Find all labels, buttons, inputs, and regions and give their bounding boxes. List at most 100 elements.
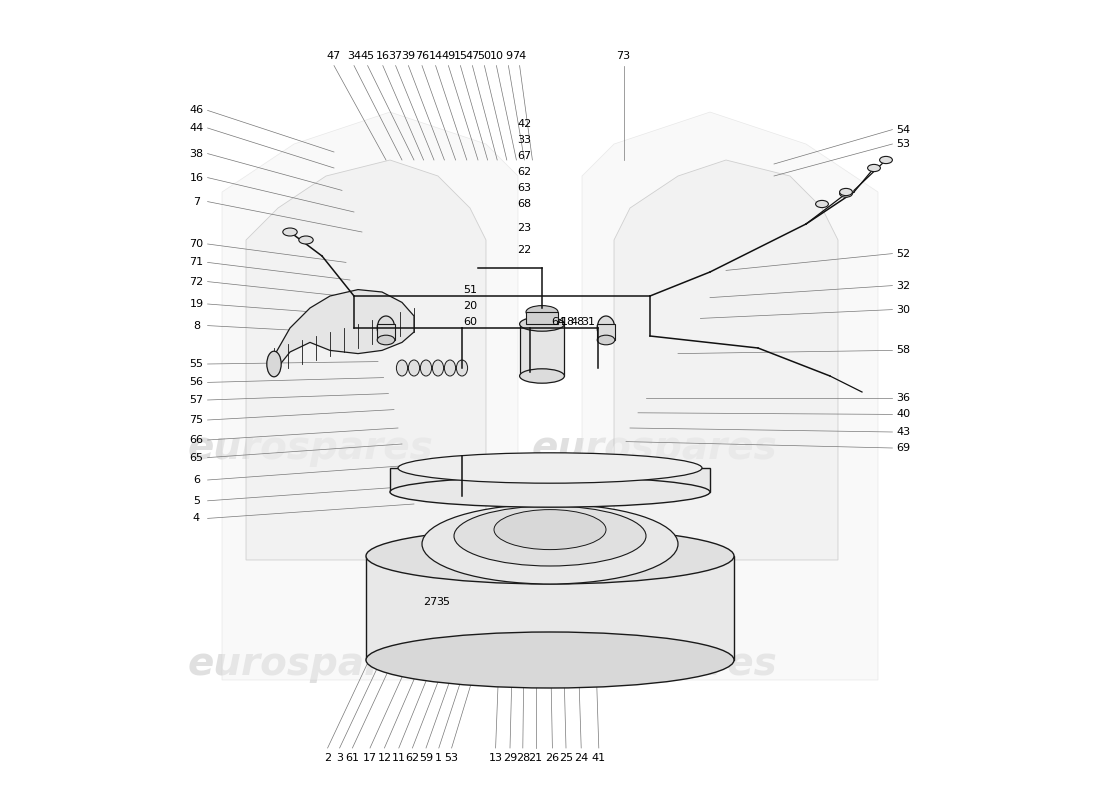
Text: 58: 58 bbox=[896, 346, 911, 355]
Text: 56: 56 bbox=[189, 378, 204, 387]
Text: 57: 57 bbox=[189, 395, 204, 405]
Text: 28: 28 bbox=[516, 754, 530, 763]
Ellipse shape bbox=[396, 360, 408, 376]
Text: 51: 51 bbox=[463, 285, 477, 294]
Text: 53: 53 bbox=[896, 139, 911, 149]
Ellipse shape bbox=[390, 477, 710, 507]
Text: 19: 19 bbox=[189, 299, 204, 309]
Text: 45: 45 bbox=[361, 51, 375, 61]
Text: 73: 73 bbox=[616, 51, 630, 61]
Text: 75: 75 bbox=[189, 415, 204, 425]
Text: 64: 64 bbox=[551, 317, 565, 326]
Text: 16: 16 bbox=[376, 51, 389, 61]
Ellipse shape bbox=[519, 317, 564, 331]
Text: 33: 33 bbox=[517, 135, 531, 145]
Text: 32: 32 bbox=[896, 281, 911, 290]
Text: 66: 66 bbox=[189, 435, 204, 445]
Text: 35: 35 bbox=[437, 597, 451, 606]
Ellipse shape bbox=[519, 369, 564, 383]
Text: 50: 50 bbox=[477, 51, 492, 61]
Text: 38: 38 bbox=[189, 149, 204, 158]
Text: 13: 13 bbox=[488, 754, 503, 763]
Ellipse shape bbox=[377, 335, 395, 345]
Text: 54: 54 bbox=[896, 125, 911, 134]
Text: 41: 41 bbox=[592, 754, 606, 763]
Text: 1: 1 bbox=[436, 754, 442, 763]
Text: 34: 34 bbox=[346, 51, 361, 61]
Text: 63: 63 bbox=[517, 183, 531, 193]
Text: 12: 12 bbox=[377, 754, 392, 763]
Bar bbox=[377, 324, 395, 340]
Polygon shape bbox=[274, 290, 414, 372]
Ellipse shape bbox=[839, 190, 853, 198]
Text: 72: 72 bbox=[189, 277, 204, 286]
Text: 7: 7 bbox=[192, 197, 200, 206]
Text: 30: 30 bbox=[896, 305, 911, 314]
Ellipse shape bbox=[432, 360, 443, 376]
Text: 60: 60 bbox=[463, 317, 477, 326]
Text: 3: 3 bbox=[337, 754, 343, 763]
Ellipse shape bbox=[880, 157, 892, 164]
Text: 69: 69 bbox=[896, 443, 911, 453]
Text: 2: 2 bbox=[324, 754, 331, 763]
Text: 39: 39 bbox=[402, 51, 416, 61]
Bar bbox=[597, 324, 615, 340]
Text: 29: 29 bbox=[503, 754, 517, 763]
Ellipse shape bbox=[422, 504, 678, 584]
Text: eurospares: eurospares bbox=[531, 645, 777, 683]
Text: 71: 71 bbox=[189, 258, 204, 267]
Text: 62: 62 bbox=[517, 167, 531, 177]
Text: 10: 10 bbox=[490, 51, 504, 61]
Ellipse shape bbox=[868, 164, 880, 172]
Text: 49: 49 bbox=[441, 51, 455, 61]
Text: 46: 46 bbox=[189, 106, 204, 115]
Text: 15: 15 bbox=[453, 51, 468, 61]
Text: 61: 61 bbox=[345, 754, 360, 763]
Ellipse shape bbox=[597, 335, 615, 345]
Bar bbox=[366, 556, 734, 660]
Text: 68: 68 bbox=[517, 199, 531, 209]
Ellipse shape bbox=[366, 632, 734, 688]
Text: 8: 8 bbox=[192, 321, 200, 330]
Text: 65: 65 bbox=[189, 453, 204, 462]
Polygon shape bbox=[582, 112, 878, 680]
Text: 24: 24 bbox=[574, 754, 589, 763]
Text: 26: 26 bbox=[546, 754, 560, 763]
Text: 52: 52 bbox=[896, 249, 911, 258]
Text: 74: 74 bbox=[513, 51, 527, 61]
Ellipse shape bbox=[408, 360, 419, 376]
Ellipse shape bbox=[454, 506, 646, 566]
Text: 67: 67 bbox=[517, 151, 531, 161]
Text: 55: 55 bbox=[189, 359, 204, 369]
Text: eurospares: eurospares bbox=[187, 429, 433, 467]
Ellipse shape bbox=[299, 236, 314, 244]
Text: 9: 9 bbox=[505, 51, 512, 61]
Text: 4: 4 bbox=[192, 514, 200, 523]
Text: 37: 37 bbox=[388, 51, 403, 61]
Text: 25: 25 bbox=[559, 754, 573, 763]
Ellipse shape bbox=[420, 360, 431, 376]
Ellipse shape bbox=[377, 316, 395, 340]
Polygon shape bbox=[222, 112, 518, 680]
Ellipse shape bbox=[597, 316, 615, 340]
Text: 31: 31 bbox=[582, 317, 595, 326]
Text: 23: 23 bbox=[517, 223, 531, 233]
Text: 36: 36 bbox=[896, 394, 911, 403]
Text: eurospares: eurospares bbox=[187, 645, 433, 683]
Text: 6: 6 bbox=[192, 475, 200, 485]
Ellipse shape bbox=[267, 351, 282, 377]
Text: 11: 11 bbox=[392, 754, 406, 763]
Text: 47: 47 bbox=[327, 51, 341, 61]
Text: 43: 43 bbox=[896, 427, 911, 437]
Ellipse shape bbox=[366, 528, 734, 584]
Ellipse shape bbox=[839, 188, 853, 196]
Text: 22: 22 bbox=[517, 245, 531, 254]
Ellipse shape bbox=[815, 200, 828, 208]
Ellipse shape bbox=[398, 453, 702, 483]
Text: 48: 48 bbox=[571, 317, 585, 326]
Polygon shape bbox=[614, 160, 838, 560]
Text: 44: 44 bbox=[189, 123, 204, 133]
Ellipse shape bbox=[494, 510, 606, 550]
Text: 14: 14 bbox=[429, 51, 442, 61]
Text: 53: 53 bbox=[444, 754, 459, 763]
